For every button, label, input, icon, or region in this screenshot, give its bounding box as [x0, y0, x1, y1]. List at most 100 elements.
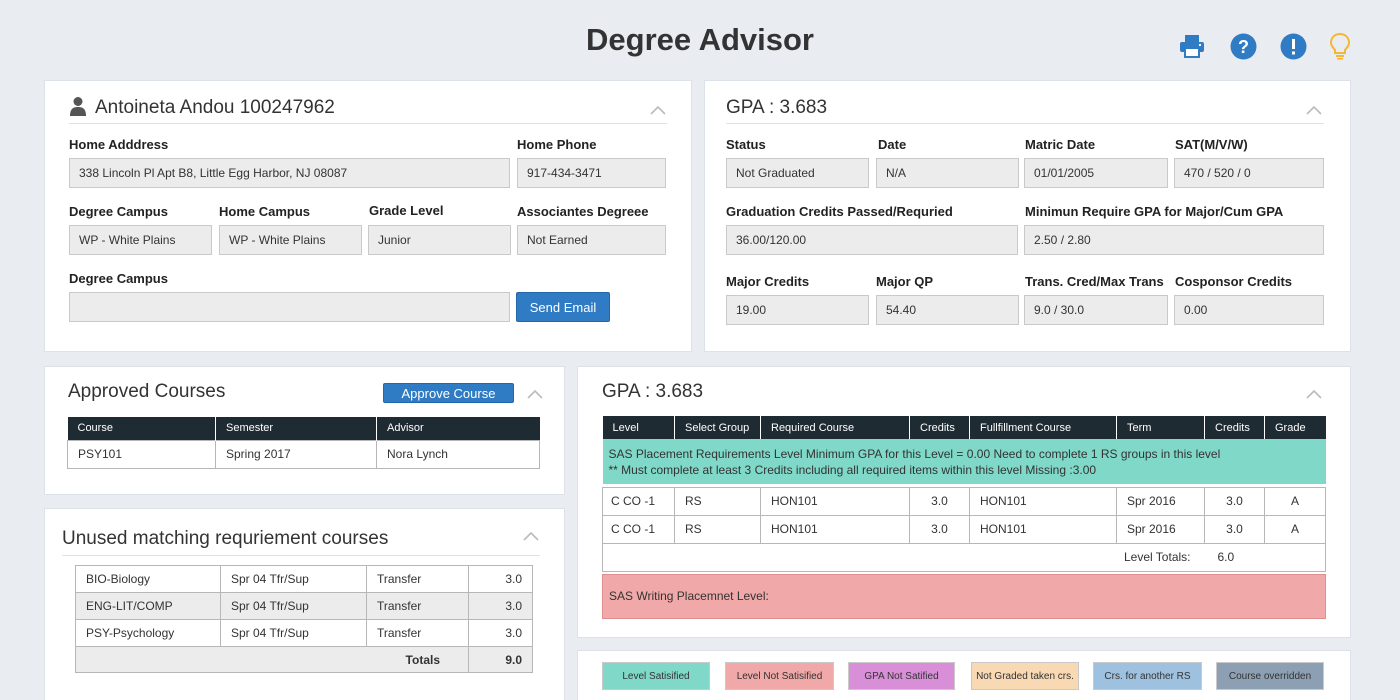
legend-panel: Level Satisified Level Not Satisified GP…	[577, 650, 1351, 700]
chevron-up-icon[interactable]	[1305, 104, 1323, 116]
column-header-fulfillment-credits[interactable]: Credits	[1204, 416, 1265, 439]
column-header-grade[interactable]: Grade	[1264, 416, 1326, 439]
sat-field[interactable]: 470 / 520 / 0	[1174, 158, 1324, 188]
table-row[interactable]: BIO-Biology Spr 04 Tfr/Sup Transfer 3.0	[75, 565, 533, 593]
approve-course-button[interactable]: Approve Course	[383, 383, 514, 403]
type-cell: Transfer	[366, 619, 469, 647]
date-field[interactable]: N/A	[876, 158, 1019, 188]
matric-date-field[interactable]: 01/01/2005	[1024, 158, 1168, 188]
level-cell: C CO -1	[602, 514, 675, 544]
level-totals-label: Level Totals:	[602, 542, 1205, 572]
unused-courses-title: Unused matching requriement courses	[62, 528, 389, 549]
requirements-table: Level Select Group Required Course Credi…	[602, 416, 1326, 619]
semester-cell: Spring 2017	[215, 439, 377, 469]
course-cell: BIO-Biology	[75, 565, 221, 593]
major-qp-field[interactable]: 54.40	[876, 295, 1019, 325]
select-group-cell: RS	[674, 514, 761, 544]
term-cell: Spr 2016	[1116, 514, 1205, 544]
student-name: Antoineta Andou 100247962	[95, 97, 335, 118]
level-totals-row: Level Totals: 6.0	[602, 542, 1326, 572]
type-cell: Transfer	[366, 592, 469, 620]
fulfillment-course-cell: HON101	[969, 486, 1117, 516]
term-cell: Spr 04 Tfr/Sup	[220, 565, 367, 593]
level-totals-value: 6.0	[1204, 542, 1265, 572]
status-field[interactable]: Not Graduated	[726, 158, 869, 188]
home-campus-field[interactable]: WP - White Plains	[219, 225, 362, 255]
home-phone-label: Home Phone	[517, 137, 597, 152]
sat-label: SAT(M/V/W)	[1175, 137, 1248, 152]
page-title: Degree Advisor	[586, 22, 814, 57]
credits-cell: 3.0	[468, 619, 533, 647]
column-header-level[interactable]: Level	[602, 416, 675, 439]
home-address-label: Home Adddress	[69, 137, 169, 152]
totals-label: Totals	[75, 646, 469, 673]
column-header-credits[interactable]: Credits	[909, 416, 970, 439]
min-gpa-field[interactable]: 2.50 / 2.80	[1024, 225, 1324, 255]
help-icon[interactable]: ?	[1227, 30, 1259, 62]
column-header-required-course[interactable]: Required Course	[760, 416, 910, 439]
approved-courses-panel: Approved Courses Approve Course Course S…	[44, 366, 565, 495]
table-row[interactable]: PSY101 Spring 2017 Nora Lynch	[67, 439, 540, 469]
chevron-up-icon[interactable]	[522, 530, 540, 542]
level-note-row: SAS Placement Requirements Level Minimum…	[602, 439, 1326, 484]
level-cell: C CO -1	[602, 486, 675, 516]
unused-courses-table: BIO-Biology Spr 04 Tfr/Sup Transfer 3.0 …	[75, 565, 533, 673]
column-header-advisor[interactable]: Advisor	[376, 417, 540, 440]
requirements-title: GPA : 3.683	[602, 381, 704, 402]
major-qp-label: Major QP	[876, 274, 934, 289]
column-header-fulfillment-course[interactable]: Fullfillment Course	[969, 416, 1117, 439]
legend-level-not-satisfied: Level Not Satisified	[725, 662, 834, 690]
term-cell: Spr 2016	[1116, 486, 1205, 516]
fulfillment-course-cell: HON101	[969, 514, 1117, 544]
home-phone-field[interactable]: 917-434-3471	[517, 158, 666, 188]
home-campus-label: Home Campus	[219, 204, 311, 219]
lightbulb-icon[interactable]	[1324, 30, 1356, 62]
writing-level-row: SAS Writing Placemnet Level:	[602, 573, 1326, 619]
course-cell: ENG-LIT/COMP	[75, 592, 221, 620]
fulfillment-credits-cell: 3.0	[1204, 514, 1265, 544]
trans-credits-field[interactable]: 9.0 / 30.0	[1024, 295, 1168, 325]
cosponsor-credits-field[interactable]: 0.00	[1174, 295, 1324, 325]
chevron-up-icon[interactable]	[526, 388, 544, 400]
term-cell: Spr 04 Tfr/Sup	[220, 619, 367, 647]
grade-cell: A	[1264, 486, 1326, 516]
chevron-up-icon[interactable]	[649, 104, 667, 116]
column-header-semester[interactable]: Semester	[215, 417, 377, 440]
table-row[interactable]: C CO -1 RS HON101 3.0 HON101 Spr 2016 3.…	[602, 486, 1326, 516]
send-email-button[interactable]: Send Email	[516, 292, 610, 322]
grade-level-field[interactable]: Junior	[368, 225, 511, 255]
table-row[interactable]: C CO -1 RS HON101 3.0 HON101 Spr 2016 3.…	[602, 514, 1326, 544]
chevron-up-icon[interactable]	[1305, 388, 1323, 400]
print-icon[interactable]	[1176, 30, 1208, 62]
table-row[interactable]: ENG-LIT/COMP Spr 04 Tfr/Sup Transfer 3.0	[75, 592, 533, 620]
legend-course-overridden: Course overridden	[1216, 662, 1324, 690]
degree-campus-label: Degree Campus	[69, 204, 168, 219]
degree-campus-2-label: Degree Campus	[69, 271, 168, 286]
gpa-stats-title: GPA : 3.683	[726, 97, 828, 118]
alert-icon[interactable]	[1277, 30, 1309, 62]
grad-credits-field[interactable]: 36.00/120.00	[726, 225, 1018, 255]
cosponsor-credits-label: Cosponsor Credits	[1175, 274, 1293, 289]
legend-not-graded: Not Graded taken crs.	[971, 662, 1079, 690]
approved-courses-title: Approved Courses	[68, 381, 226, 402]
totals-row: Totals 9.0	[75, 646, 533, 673]
degree-campus-field[interactable]: WP - White Plains	[69, 225, 212, 255]
svg-text:?: ?	[1238, 37, 1249, 57]
column-header-term[interactable]: Term	[1116, 416, 1205, 439]
table-row[interactable]: PSY-Psychology Spr 04 Tfr/Sup Transfer 3…	[75, 619, 533, 647]
major-credits-field[interactable]: 19.00	[726, 295, 869, 325]
degree-campus-2-field[interactable]	[69, 292, 510, 322]
course-cell: PSY101	[67, 439, 216, 469]
student-info-panel: Antoineta Andou 100247962 Home Adddress …	[44, 80, 692, 352]
grade-cell: A	[1264, 514, 1326, 544]
home-address-field[interactable]: 338 Lincoln Pl Apt B8, Little Egg Harbor…	[69, 158, 510, 188]
trans-credits-label: Trans. Cred/Max Trans	[1025, 274, 1164, 289]
column-header-select-group[interactable]: Select Group	[674, 416, 761, 439]
writing-level-label: SAS Writing Placemnet Level:	[602, 573, 1326, 619]
course-cell: PSY-Psychology	[75, 619, 221, 647]
unused-courses-panel: Unused matching requriement courses BIO-…	[44, 508, 565, 700]
column-header-course[interactable]: Course	[67, 417, 216, 440]
user-icon	[69, 96, 87, 121]
associates-degree-field[interactable]: Not Earned	[517, 225, 666, 255]
date-label: Date	[878, 137, 907, 152]
